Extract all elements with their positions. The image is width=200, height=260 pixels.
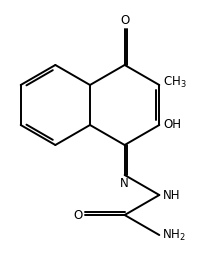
- Text: N: N: [120, 177, 129, 190]
- Text: OH: OH: [163, 119, 181, 132]
- Text: NH: NH: [162, 188, 180, 202]
- Text: O: O: [120, 14, 129, 27]
- Text: CH$_3$: CH$_3$: [163, 75, 187, 90]
- Text: NH$_2$: NH$_2$: [162, 228, 186, 243]
- Text: O: O: [73, 209, 82, 222]
